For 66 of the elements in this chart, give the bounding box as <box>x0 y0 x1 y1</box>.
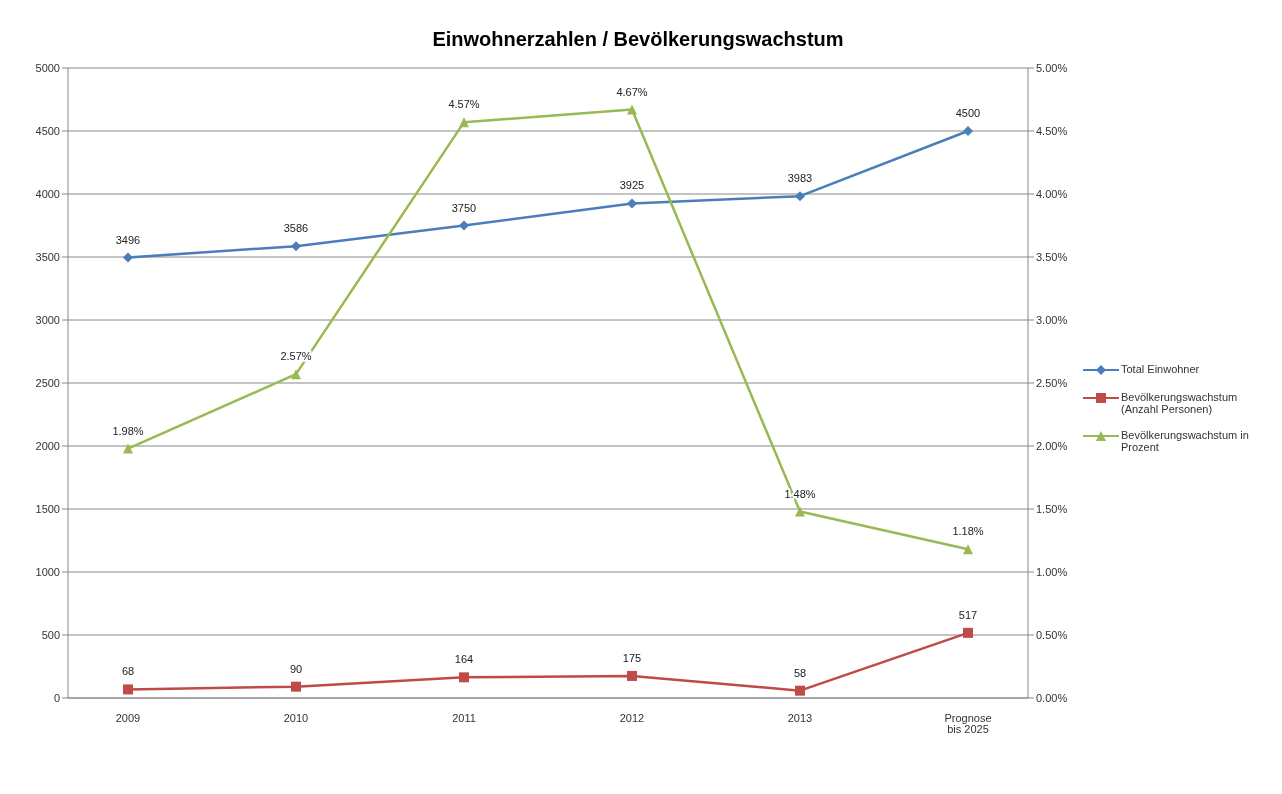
y-tick-label: 2000 <box>35 439 60 452</box>
point <box>291 241 301 252</box>
y2-tick-label: 4.50% <box>1036 124 1068 137</box>
point <box>795 685 805 696</box>
point <box>627 670 637 681</box>
point <box>963 126 973 136</box>
data-label: 1.18% <box>952 525 984 538</box>
data-label: 3750 <box>451 201 477 214</box>
point <box>123 443 133 454</box>
data-label: 517 <box>958 608 978 621</box>
y2-tick-label: 4.00% <box>1036 187 1068 200</box>
x-tick-label: 2010 <box>283 711 309 724</box>
data-label: 3496 <box>115 233 141 246</box>
data-label: 175 <box>622 651 642 664</box>
y2-tick-label: 5.00% <box>1036 61 1068 74</box>
y-tick-label: 0 <box>53 691 60 704</box>
y-tick-label: 500 <box>41 628 60 641</box>
data-label: 68 <box>121 665 135 678</box>
chart-title: Einwohnerzahlen / Bevölkerungswachstum <box>431 27 845 52</box>
point <box>459 672 469 683</box>
data-label: 3586 <box>283 222 309 235</box>
point <box>963 544 973 555</box>
data-label: 164 <box>454 653 474 666</box>
point <box>123 252 133 263</box>
legend-label: Bevölkerungswachstum in Prozent <box>1121 429 1250 453</box>
point <box>627 198 637 209</box>
point <box>291 681 301 692</box>
data-label: 4500 <box>955 107 981 119</box>
y2-tick-label: 0.50% <box>1036 628 1068 641</box>
y-tick-label: 1000 <box>35 565 60 578</box>
y-tick-label: 4500 <box>35 124 60 137</box>
y2-tick-label: 0.00% <box>1036 691 1068 704</box>
y2-tick-label: 2.50% <box>1036 376 1068 389</box>
y-tick-label: 3500 <box>35 250 60 263</box>
x-tick-label: 2012 <box>619 711 645 724</box>
x-tick-label: 2013 <box>787 711 813 724</box>
point <box>123 684 133 695</box>
y-tick-label: 3000 <box>35 313 60 326</box>
data-label: 4.67% <box>616 85 648 98</box>
y2-tick-label: 3.50% <box>1036 250 1068 263</box>
x-tick-label: 2009 <box>115 711 141 724</box>
y2-tick-label: 1.00% <box>1036 565 1068 578</box>
data-label: 1.98% <box>112 424 144 437</box>
y-tick-label: 1500 <box>35 502 60 515</box>
y-tick-label: 5000 <box>35 61 60 74</box>
y-tick-label: 4000 <box>35 187 60 200</box>
y2-tick-label: 2.00% <box>1036 439 1068 452</box>
x-tick-label: 2011 <box>452 711 476 724</box>
data-label: 4.57% <box>448 98 480 111</box>
point <box>459 220 469 231</box>
y-tick-label: 2500 <box>35 376 60 389</box>
x-tick-label: Prognose bis 2025 <box>944 711 992 735</box>
point <box>291 369 301 380</box>
data-label: 90 <box>289 662 303 675</box>
point <box>795 506 805 517</box>
legend-label: Total Einwohner <box>1121 363 1200 375</box>
point <box>963 627 973 638</box>
point <box>459 117 469 128</box>
point <box>627 104 637 115</box>
y2-tick-label: 1.50% <box>1036 502 1068 515</box>
data-label: 3925 <box>619 179 645 192</box>
y2-tick-label: 3.00% <box>1036 313 1068 326</box>
data-label: 58 <box>793 666 807 679</box>
legend-label: Bevölkerungswachstum (Anzahl Personen) <box>1121 391 1239 415</box>
data-label: 3983 <box>787 172 813 185</box>
point <box>795 191 805 202</box>
